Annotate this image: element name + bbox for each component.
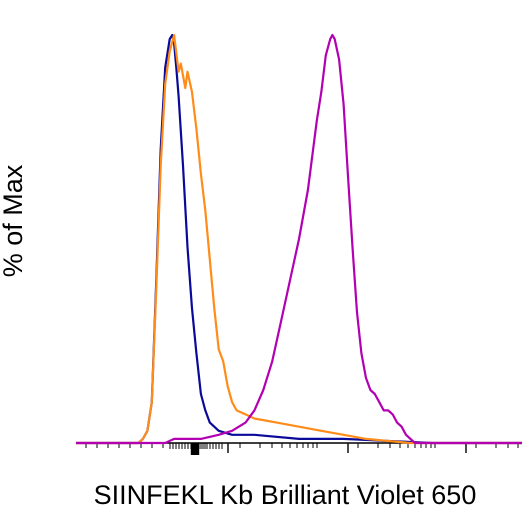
series-group	[76, 33, 522, 445]
series-line-3	[76, 33, 522, 445]
x-axis-ticks	[85, 443, 519, 455]
series-line-2	[76, 33, 522, 445]
y-axis-label: % of Max	[0, 164, 28, 277]
x-axis-label: SIINFEKL Kb Brilliant Violet 650	[94, 480, 477, 509]
